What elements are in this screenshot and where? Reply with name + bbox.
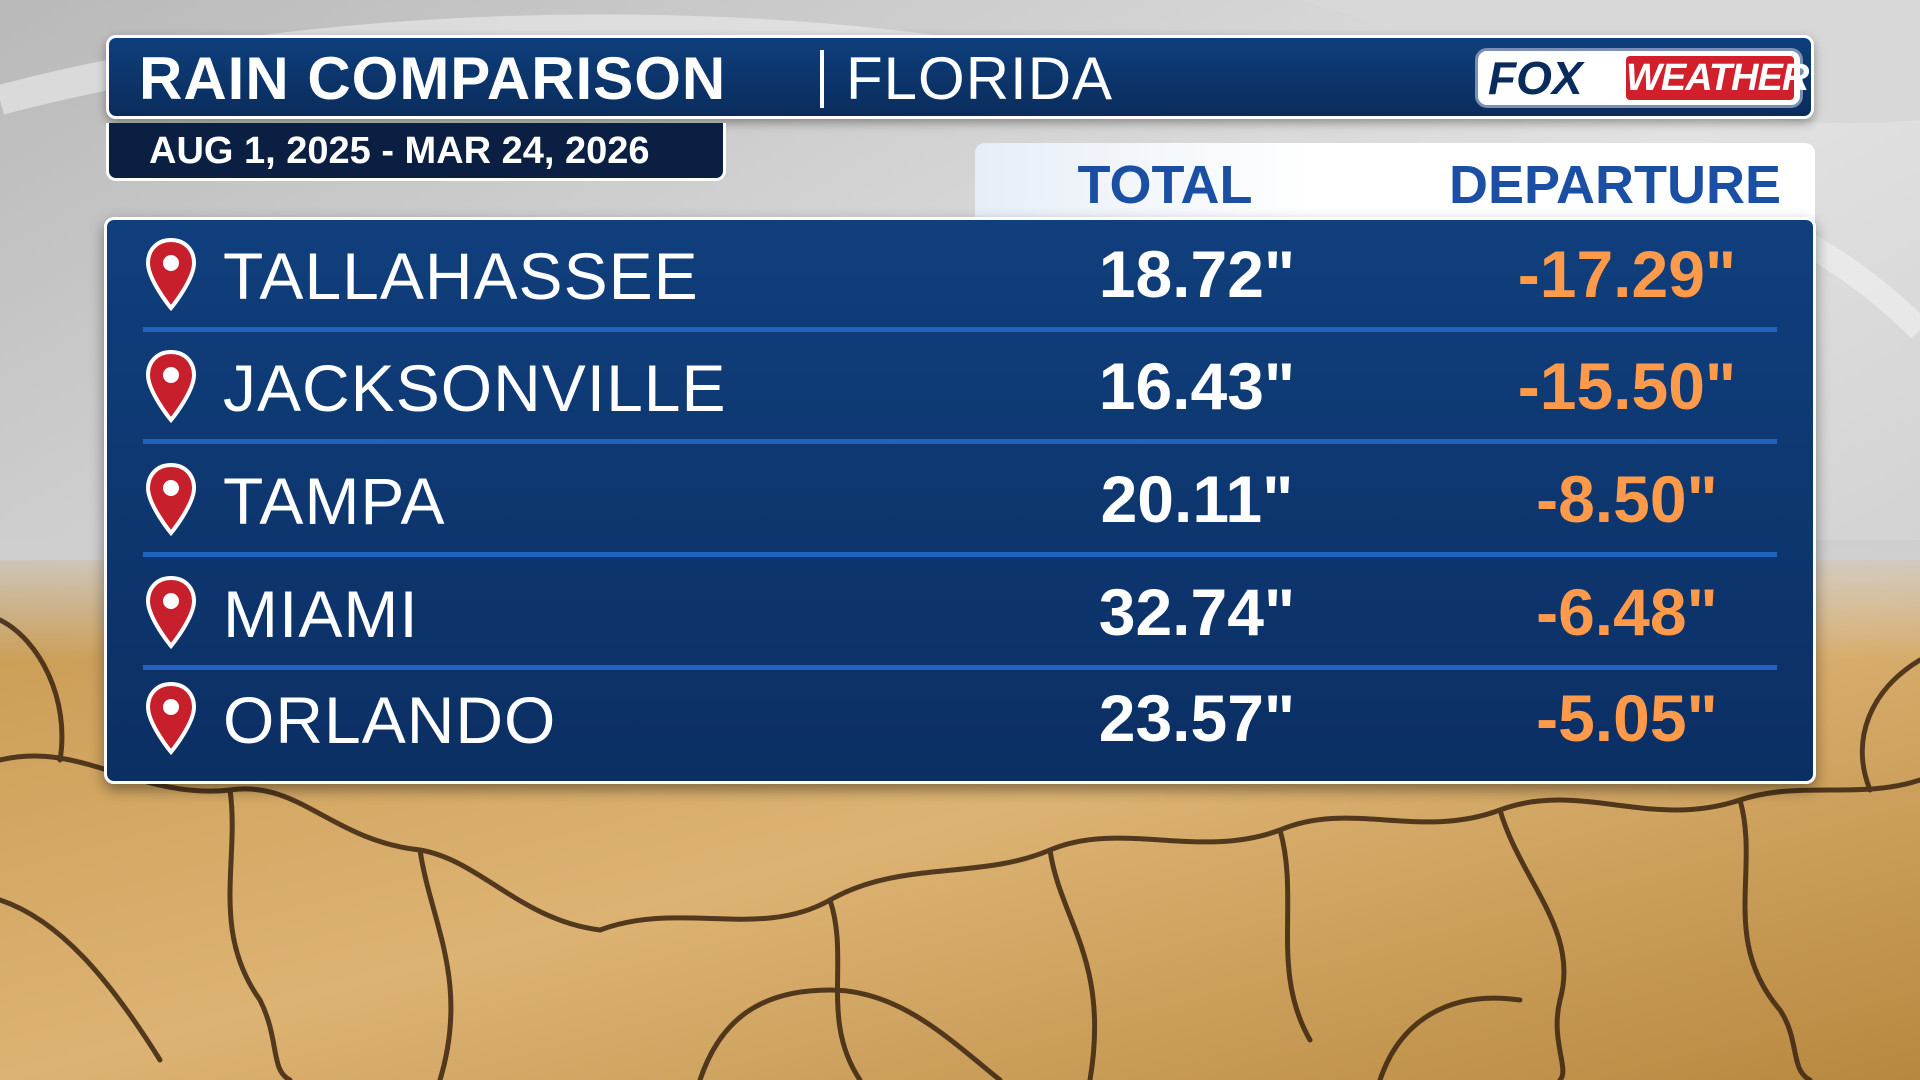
table-row: JACKSONVILLE 16.43" -15.50"	[107, 332, 1813, 444]
column-header-total: TOTAL	[1077, 155, 1253, 215]
departure-value: -8.50"	[1536, 462, 1718, 536]
logo-fox-text: FOX	[1488, 52, 1583, 104]
city-name: MIAMI	[223, 577, 419, 651]
map-pin-icon	[145, 682, 197, 756]
row-divider	[143, 327, 1777, 332]
map-pin-icon	[145, 463, 197, 537]
total-value: 18.72"	[1098, 237, 1296, 311]
title-bar: RAIN COMPARISON FLORIDA FOX WEATHER	[106, 35, 1814, 119]
city-name: JACKSONVILLE	[223, 351, 727, 425]
logo-weather-text: WEATHER	[1626, 56, 1809, 100]
date-range: AUG 1, 2025 - MAR 24, 2026	[149, 130, 650, 172]
table-row: MIAMI 32.74" -6.48"	[107, 558, 1813, 670]
total-value: 16.43"	[1098, 349, 1296, 423]
total-value: 20.11"	[1100, 462, 1294, 536]
map-pin-icon	[145, 576, 197, 650]
date-range-tab: AUG 1, 2025 - MAR 24, 2026	[106, 123, 726, 181]
city-name: TAMPA	[223, 464, 446, 538]
city-name: ORLANDO	[223, 683, 557, 757]
table-row: TAMPA 20.11" -8.50"	[107, 445, 1813, 557]
table-row: ORLANDO 23.57" -5.05"	[107, 664, 1813, 774]
departure-value: -6.48"	[1536, 575, 1718, 649]
total-value: 32.74"	[1098, 575, 1296, 649]
map-pin-icon	[145, 238, 197, 312]
row-divider	[143, 665, 1777, 670]
city-name: TALLAHASSEE	[223, 239, 699, 313]
fox-weather-logo: FOX WEATHER	[1475, 48, 1809, 108]
column-header-departure: DEPARTURE	[1448, 155, 1781, 215]
rain-table: TALLAHASSEE 18.72" -17.29" JACKSONVILLE 16.4…	[104, 217, 1816, 784]
row-divider	[143, 439, 1777, 444]
map-pin-icon	[145, 350, 197, 424]
departure-value: -17.29"	[1517, 237, 1737, 311]
page-title: RAIN COMPARISON	[139, 45, 727, 112]
departure-value: -5.05"	[1536, 681, 1718, 755]
total-value: 23.57"	[1098, 681, 1296, 755]
title-divider	[820, 50, 824, 108]
row-divider	[143, 552, 1777, 557]
table-row: TALLAHASSEE 18.72" -17.29"	[107, 220, 1813, 332]
region-title: FLORIDA	[846, 45, 1114, 112]
departure-value: -15.50"	[1517, 349, 1737, 423]
column-header-strip: TOTAL DEPARTURE	[975, 143, 1815, 223]
